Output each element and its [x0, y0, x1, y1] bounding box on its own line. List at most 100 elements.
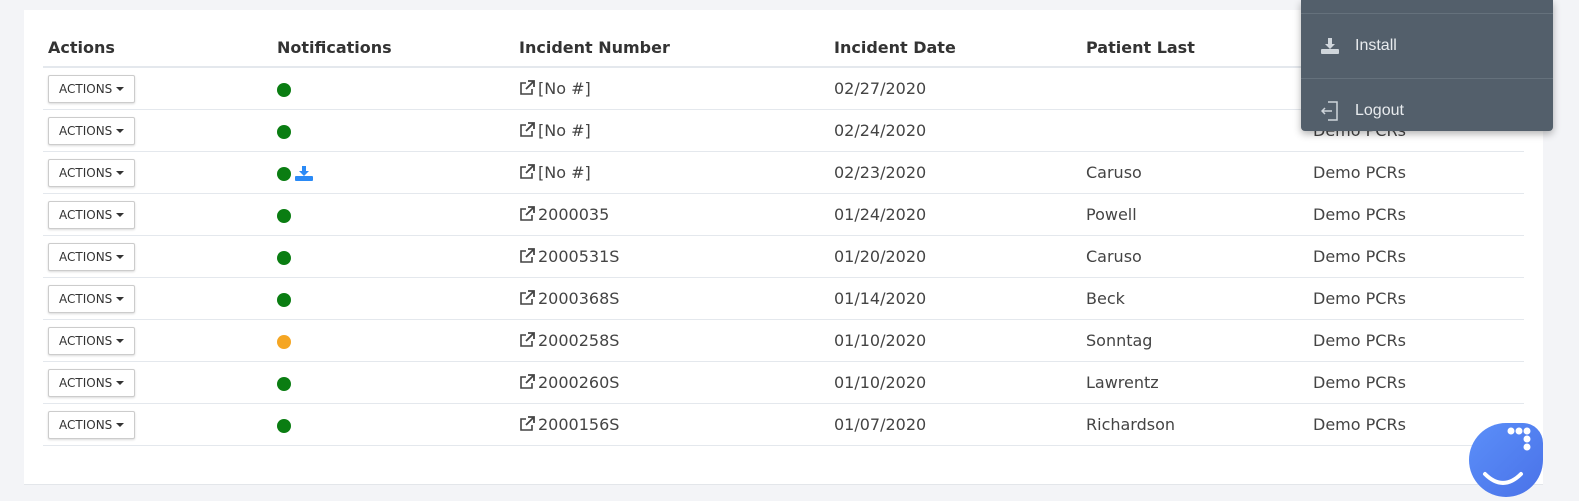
actions-label: ACTIONS [59, 249, 113, 264]
notifications-cell [272, 193, 514, 236]
header-notifications: Notifications [272, 34, 514, 68]
external-link-icon [520, 248, 535, 263]
menu-item-install[interactable]: Install [1301, 14, 1553, 78]
incidents-card: Actions Notifications Incident Number In… [24, 10, 1543, 485]
actions-cell: ACTIONS [43, 319, 272, 362]
incident-number-cell[interactable]: [No #] [514, 109, 829, 152]
external-link-icon [520, 122, 535, 137]
caret-down-icon [116, 87, 125, 91]
incident-number-cell[interactable]: 2000258S [514, 319, 829, 362]
download-icon [1321, 38, 1339, 54]
incident-date: 01/07/2020 [829, 403, 1081, 446]
incident-number-cell[interactable]: 2000156S [514, 403, 829, 446]
table-row: ACTIONS 2000035 01/24/2020 Powell Demo PCRs [43, 193, 1524, 236]
actions-cell: ACTIONS [43, 151, 272, 194]
actions-dropdown-button[interactable]: ACTIONS [48, 116, 136, 145]
actions-dropdown-button[interactable]: ACTIONS [48, 284, 136, 313]
logout-icon [1321, 101, 1338, 121]
incident-number-link[interactable]: [No #] [538, 121, 591, 140]
incidents-table: Actions Notifications Incident Number In… [43, 34, 1524, 446]
actions-dropdown-button[interactable]: ACTIONS [48, 200, 136, 229]
external-link-icon [520, 290, 535, 305]
actions-cell: ACTIONS [43, 193, 272, 236]
header-incident-number: Incident Number [514, 34, 829, 68]
status-dot-icon [277, 418, 291, 433]
group-name: Demo PCRs [1308, 151, 1524, 194]
header-actions: Actions [43, 34, 272, 68]
notifications-cell [272, 361, 514, 404]
table-row: ACTIONS[No #]02/24/2020Demo PCRs [43, 109, 1524, 152]
patient-last: Richardson [1081, 403, 1308, 446]
incident-number-link[interactable]: [No #] [538, 163, 591, 182]
actions-label: ACTIONS [59, 81, 113, 96]
download-icon[interactable] [295, 166, 313, 181]
header-patient-last: Patient Last [1081, 34, 1308, 68]
incident-number-cell[interactable]: 2000260S [514, 361, 829, 404]
table-row: ACTIONS [No #] 02/27/2020 [43, 67, 1524, 110]
caret-down-icon [116, 423, 125, 427]
actions-label: ACTIONS [59, 291, 113, 306]
group-name: Demo PCRs [1308, 193, 1524, 236]
incident-number-link[interactable]: 2000368S [538, 289, 620, 308]
actions-dropdown-button[interactable]: ACTIONS [48, 158, 136, 187]
external-link-icon [520, 332, 535, 347]
caret-down-icon [116, 129, 125, 133]
incident-number-cell[interactable]: 2000368S [514, 277, 829, 320]
status-dot-icon [277, 334, 291, 349]
incident-number-cell[interactable]: 2000531S [514, 235, 829, 278]
caret-down-icon [116, 213, 125, 217]
table-row: ACTIONS 2000260S 01/10/2020 Lawrentz Demo PC… [43, 361, 1524, 404]
notifications-cell [272, 235, 514, 278]
notifications-cell [272, 67, 514, 110]
status-dot-icon [277, 292, 291, 307]
incident-number-link[interactable]: 2000035 [538, 205, 610, 224]
incident-number-cell[interactable]: [No #] [514, 151, 829, 194]
notifications-cell [272, 277, 514, 320]
incident-date: 01/10/2020 [829, 319, 1081, 362]
group-name: Demo PCRs [1308, 319, 1524, 362]
incident-date: 02/24/2020 [829, 109, 1081, 152]
group-name: Demo PCRs [1308, 361, 1524, 404]
actions-cell: ACTIONS [43, 277, 272, 320]
notifications-cell [272, 151, 514, 194]
actions-label: ACTIONS [59, 123, 113, 138]
external-link-icon [520, 80, 535, 95]
incident-date: 01/20/2020 [829, 235, 1081, 278]
incident-number-cell[interactable]: [No #] [514, 67, 829, 110]
actions-dropdown-button[interactable]: ACTIONS [48, 242, 136, 271]
external-link-icon [520, 206, 535, 221]
actions-cell: ACTIONS [43, 403, 272, 446]
incident-date: 02/23/2020 [829, 151, 1081, 194]
actions-label: ACTIONS [59, 207, 113, 222]
incident-number-link[interactable]: 2000258S [538, 331, 620, 350]
incident-number-link[interactable]: 2000531S [538, 247, 620, 266]
user-dropdown-menu: Install Logout [1301, 0, 1553, 131]
group-name: Demo PCRs [1308, 403, 1524, 446]
actions-label: ACTIONS [59, 165, 113, 180]
patient-last: Sonntag [1081, 319, 1308, 362]
notifications-cell [272, 109, 514, 152]
caret-down-icon [116, 339, 125, 343]
actions-cell: ACTIONS [43, 361, 272, 404]
patient-last: Caruso [1081, 151, 1308, 194]
incident-number-link[interactable]: [No #] [538, 79, 591, 98]
incident-number-link[interactable]: 2000156S [538, 415, 620, 434]
caret-down-icon [116, 255, 125, 259]
group-name: Demo PCRs [1308, 277, 1524, 320]
incident-number-link[interactable]: 2000260S [538, 373, 620, 392]
actions-dropdown-button[interactable]: ACTIONS [48, 368, 136, 397]
status-dot-icon [277, 124, 291, 139]
actions-label: ACTIONS [59, 417, 113, 432]
actions-dropdown-button[interactable]: ACTIONS [48, 74, 136, 103]
header-incident-date: Incident Date [829, 34, 1081, 68]
table-row: ACTIONS 2000531S 01/20/2020 Caruso Demo PCRs [43, 235, 1524, 278]
actions-dropdown-button[interactable]: ACTIONS [48, 410, 136, 439]
patient-last: Powell [1081, 193, 1308, 236]
caret-down-icon [116, 297, 125, 301]
actions-cell: ACTIONS [43, 67, 272, 110]
chat-widget-button[interactable] [1469, 423, 1543, 497]
actions-dropdown-button[interactable]: ACTIONS [48, 326, 136, 355]
incident-number-cell[interactable]: 2000035 [514, 193, 829, 236]
table-row: ACTIONS 2000258S 01/10/2020 Sonntag Demo PCR… [43, 319, 1524, 362]
menu-item-logout[interactable]: Logout [1301, 79, 1553, 143]
